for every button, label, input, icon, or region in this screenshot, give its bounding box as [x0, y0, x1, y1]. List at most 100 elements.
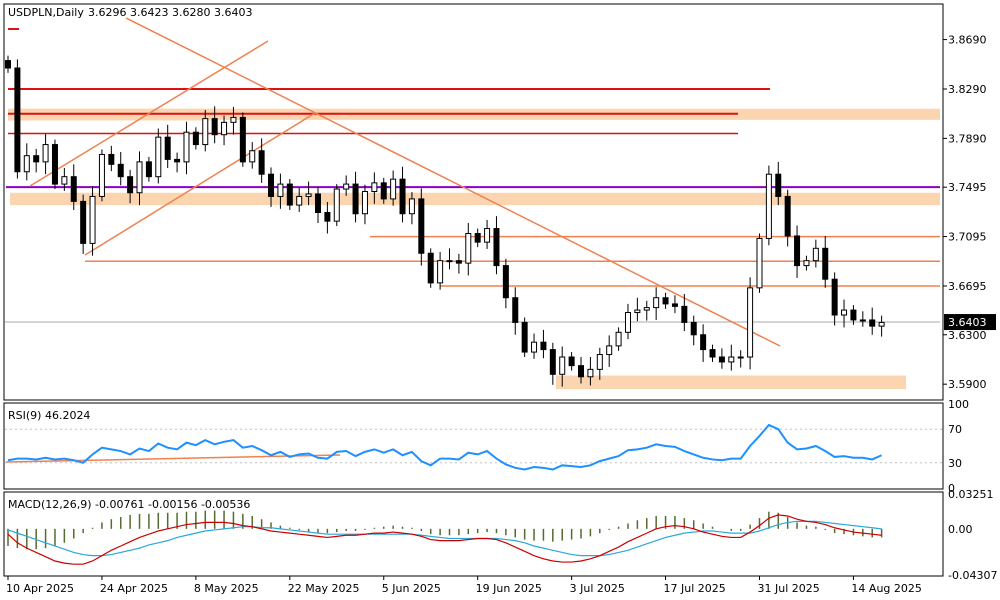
candle-body [493, 228, 500, 267]
candle [127, 169, 134, 204]
candle-body [540, 341, 547, 351]
candle-body [117, 163, 124, 178]
candle [42, 134, 49, 175]
candle-body [775, 173, 782, 197]
candle-body [277, 183, 284, 197]
candle [521, 317, 528, 358]
candle [192, 127, 199, 150]
candle [51, 139, 58, 190]
candle-body [183, 131, 190, 163]
price-panel-frame [3, 3, 944, 401]
candle [155, 128, 162, 184]
price-tick-label: 3.7095 [948, 231, 987, 244]
rsi-panel-frame [3, 402, 944, 490]
candle-body [408, 198, 415, 215]
candle [239, 112, 246, 167]
candle [728, 344, 735, 371]
candle [568, 352, 575, 371]
x-tick-label: 17 Jul 2025 [664, 582, 726, 595]
candle [747, 277, 754, 370]
candle [399, 166, 406, 223]
candle-body [211, 118, 218, 136]
candle [653, 287, 660, 320]
candle-body [850, 309, 857, 321]
candle [268, 167, 275, 207]
candle [474, 228, 481, 248]
candle-body [70, 176, 77, 202]
candle [512, 287, 519, 335]
candle-body [371, 182, 378, 193]
candle [878, 315, 885, 337]
candle [136, 151, 143, 206]
candle [390, 170, 397, 206]
rsi-plot: 100 70 30 0 [5, 398, 969, 495]
candle [70, 164, 77, 211]
macd-label: MACD(12,26,9) -0.00761 -0.00156 -0.00536 [8, 498, 250, 511]
rsi-tick-label: 0 [948, 482, 955, 495]
candle [408, 192, 415, 225]
candle [484, 219, 491, 249]
candle-body [859, 319, 866, 322]
price-zone [10, 192, 940, 206]
candle-body [127, 176, 134, 194]
candle [296, 187, 303, 212]
candle-body [756, 237, 763, 289]
candle-body [427, 252, 434, 284]
candle-body [239, 116, 246, 163]
candle-body [33, 155, 40, 163]
candle [775, 161, 782, 206]
candle-body [869, 319, 876, 327]
candle-body [512, 297, 519, 323]
candle-body [42, 144, 49, 163]
price-tick-label: 3.6695 [948, 280, 987, 293]
candle-body [681, 305, 688, 323]
candle [61, 168, 68, 191]
candle-body [718, 356, 725, 363]
current-price-label: 3.6403 [948, 316, 987, 329]
candle [145, 156, 152, 182]
candle-body [399, 178, 406, 215]
axes: 3.8690 3.8290 3.7890 3.7495 3.7095 3.6695 3.63… [6, 34, 996, 595]
candle-body [474, 232, 481, 243]
x-tick-label: 22 May 2025 [288, 582, 360, 595]
candle-body [531, 341, 538, 353]
x-tick-label: 5 Jun 2025 [382, 582, 441, 595]
x-tick-label: 8 May 2025 [194, 582, 259, 595]
candle [465, 222, 472, 276]
candle [164, 124, 171, 169]
candle [841, 299, 848, 328]
candle-body [643, 307, 650, 311]
candle [183, 121, 190, 175]
candle-body [559, 356, 566, 375]
candle-body [465, 232, 472, 264]
candle-body [14, 67, 21, 173]
candle-body [624, 312, 631, 333]
candle [859, 311, 866, 327]
candle [756, 233, 763, 293]
candle [361, 184, 368, 225]
candle [822, 235, 829, 288]
candle-body [502, 265, 509, 299]
candle-body [268, 173, 275, 197]
candle-body [587, 368, 594, 378]
candle-body [98, 153, 105, 197]
candle-body [343, 183, 350, 190]
candle [230, 106, 237, 135]
price-tick-label: 3.8690 [948, 34, 987, 47]
horizontal-levels [5, 87, 940, 323]
x-tick-label: 19 Jun 2025 [476, 582, 542, 595]
candle-body [136, 161, 143, 194]
channel-upper-trendline [29, 40, 269, 187]
ohlc-readout: 3.6296 3.6423 3.6280 3.6403 [88, 6, 252, 19]
rsi-label: RSI(9) 46.2024 [8, 409, 90, 422]
candle [578, 357, 585, 384]
candle [5, 55, 11, 73]
candle [343, 175, 350, 196]
candle [718, 348, 725, 369]
candle-body [634, 309, 641, 314]
candle [794, 225, 801, 278]
candle [671, 295, 678, 314]
rsi-trendline [5, 454, 341, 463]
